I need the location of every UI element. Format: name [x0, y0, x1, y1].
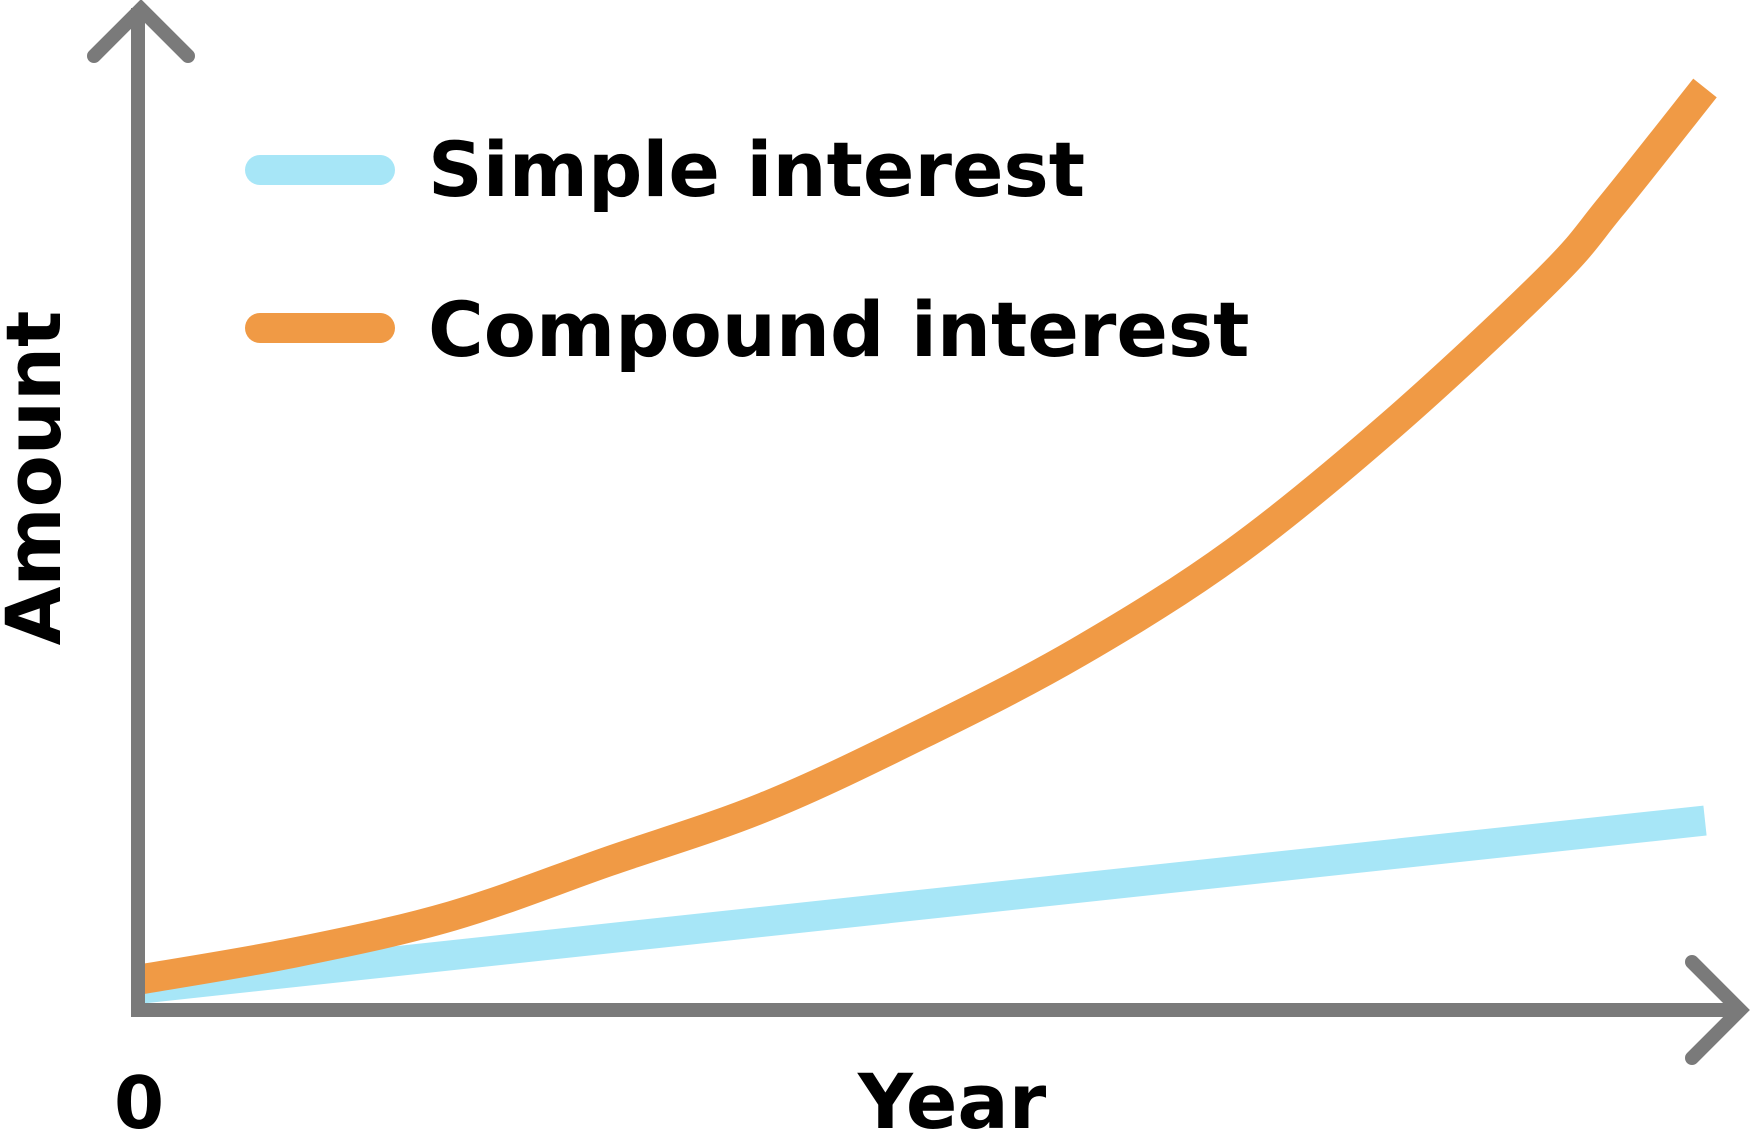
- series-line-simple-interest: [136, 805, 1707, 1004]
- x-axis-arrow: [1685, 955, 1750, 1065]
- legend-label-simple-interest: Simple interest: [428, 125, 1085, 214]
- legend: Simple interest Compound interest: [245, 125, 1250, 374]
- x-tick-label-0: 0: [114, 1061, 164, 1132]
- axes: [87, 0, 1750, 1065]
- legend-label-compound-interest: Compound interest: [428, 285, 1250, 374]
- y-axis-label: Amount: [0, 311, 78, 646]
- y-axis-arrow: [87, 0, 195, 63]
- series-line-compound-interest: [135, 78, 1717, 995]
- x-axis-label: Year: [857, 1057, 1047, 1132]
- series-layer: [135, 78, 1717, 1004]
